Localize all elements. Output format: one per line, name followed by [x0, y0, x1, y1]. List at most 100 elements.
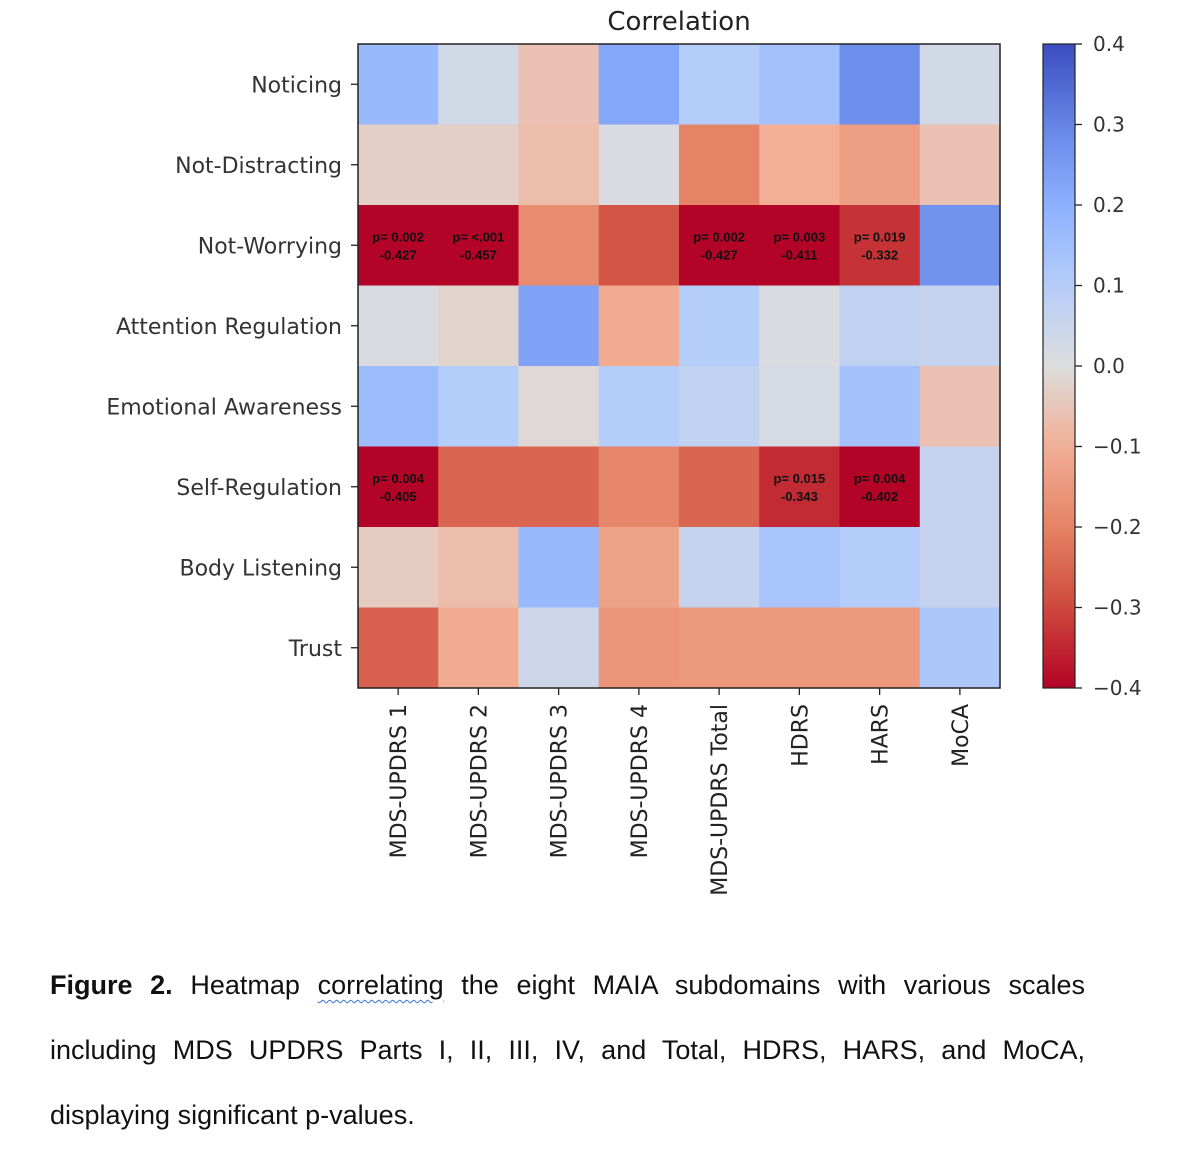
heatmap-cell [919, 205, 1001, 286]
y-tick-label: Body Listening [180, 556, 343, 581]
heatmap-cell [839, 205, 921, 286]
figure-caption-line-3: displaying significant p-values. [50, 1100, 415, 1130]
heatmap-cell [518, 446, 600, 528]
cell-correlation-value: -0.427 [380, 247, 417, 262]
cell-correlation-value: -0.343 [781, 489, 818, 504]
cell-correlation-value: -0.411 [781, 247, 817, 262]
heatmap-cell [759, 124, 840, 206]
heatmap-cell [358, 124, 439, 206]
heatmap-cell [679, 205, 760, 286]
y-tick-label: Noticing [251, 73, 342, 98]
heatmap-cell [759, 366, 840, 447]
colorbar-tick-label: 0.3 [1093, 113, 1125, 137]
heatmap-cell [358, 366, 439, 447]
y-tick-label: Emotional Awareness [106, 395, 342, 420]
cell-p-value: p= 0.015 [774, 471, 826, 486]
colorbar-tick-label: −0.2 [1093, 515, 1142, 539]
heatmap-cell [518, 607, 600, 689]
heatmap-cell [598, 446, 680, 528]
heatmap-cell [518, 527, 600, 608]
plot-frame [357, 43, 1001, 689]
heatmap-cell [839, 44, 921, 125]
heatmap-cell [679, 366, 760, 447]
x-tick-label: MoCA [949, 704, 974, 767]
heatmap-figure: Correlation p= 0.002 -0.427 p= <.001 -0.457… [106, 7, 1142, 896]
cell-correlation-value: -0.405 [380, 489, 417, 504]
spellcheck-flagged-word[interactable]: correlating [317, 970, 444, 1000]
heatmap-cell [919, 366, 1001, 447]
heatmap-cell [518, 366, 600, 447]
x-axis-ticks: MDS-UPDRS 1 MDS-UPDRS 2 MDS-UPDRS 3 MDS-UPD… [387, 688, 974, 896]
heatmap-cell [679, 446, 760, 528]
colorbar-tick-label: 0.0 [1093, 354, 1125, 378]
cell-p-value: p= 0.002 [372, 229, 424, 244]
heatmap-cell [358, 44, 439, 125]
heatmap-cell [598, 607, 680, 689]
colorbar-tick-label: 0.4 [1093, 32, 1125, 56]
heatmap-cell [438, 124, 519, 206]
heatmap-cell [438, 44, 519, 125]
x-tick-label: MDS-UPDRS 4 [628, 704, 653, 858]
cell-correlation-value: -0.402 [861, 489, 898, 504]
heatmap-cell [358, 527, 439, 608]
cell-p-value: p= 0.004 [372, 471, 424, 486]
heatmap-cell [358, 205, 439, 286]
heatmap-cell [438, 607, 519, 689]
y-axis-ticks: Noticing Not-Distracting Not-Worrying Atten… [106, 73, 358, 662]
caption-text-a: Heatmap [190, 970, 300, 1000]
heatmap-cell [919, 527, 1001, 608]
heatmap-cell [759, 285, 840, 367]
heatmap-cell [839, 124, 921, 206]
heatmap-cell [438, 527, 519, 608]
y-tick-label: Self-Regulation [176, 476, 342, 501]
heatmap-cell [679, 124, 760, 206]
colorbar-tick-label: −0.3 [1093, 596, 1142, 620]
y-tick-label: Not-Worrying [198, 234, 342, 259]
heatmap-cell [598, 124, 680, 206]
x-tick-label: HARS [869, 704, 894, 765]
heatmap-cell [839, 285, 921, 367]
heatmap-cell [839, 527, 921, 608]
heatmap-cell [518, 205, 600, 286]
heatmap-cell [759, 527, 840, 608]
heatmap-cell [919, 285, 1001, 367]
heatmap-cell [438, 446, 519, 528]
heatmap-cell [598, 527, 680, 608]
caption-text-b: the eight MAIA subdomains with various s… [461, 970, 1085, 1000]
heatmap-cell [759, 205, 840, 286]
y-tick-label: Trust [288, 637, 343, 662]
y-tick-label: Attention Regulation [116, 315, 342, 340]
cell-correlation-value: -0.332 [861, 247, 898, 262]
heatmap-cell [518, 285, 600, 367]
heatmap-cell [598, 44, 680, 125]
heatmap-cell [679, 607, 760, 689]
colorbar-ticks: 0.4 0.3 0.2 0.1 0.0 −0.1 −0.2 −0.3 −0.4 [1075, 32, 1142, 700]
heatmap-cell [438, 205, 519, 286]
heatmap-cell [438, 366, 519, 447]
cell-correlation-value: -0.457 [460, 247, 497, 262]
heatmap-cell [759, 44, 840, 125]
heatmap-cell [358, 285, 439, 367]
figure-caption-line-2: including MDS UPDRS Parts I, II, III, IV… [50, 1035, 1085, 1065]
heatmap-annotations: p= 0.002 -0.427 p= <.001 -0.457 p= 0.002 -0.4… [372, 229, 906, 504]
colorbar-tick-label: −0.1 [1093, 435, 1142, 459]
x-tick-label: MDS-UPDRS 1 [387, 704, 412, 858]
heatmap-cell [919, 44, 1001, 125]
y-tick-label: Not-Distracting [175, 154, 342, 179]
heatmap-cell [759, 607, 840, 689]
cell-correlation-value: -0.427 [701, 247, 738, 262]
heatmap-cell [679, 44, 760, 125]
heatmap-cell [839, 366, 921, 447]
cell-p-value: p= <.001 [452, 229, 504, 244]
heatmap-cell [919, 446, 1001, 528]
x-tick-label: HDRS [788, 704, 813, 767]
colorbar-tick-label: −0.4 [1093, 676, 1142, 700]
heatmap-cell [919, 607, 1001, 689]
heatmap-cell [839, 446, 921, 528]
heatmap-cell [518, 44, 600, 125]
colorbar-tick-label: 0.2 [1093, 193, 1125, 217]
heatmap-cell [518, 124, 600, 206]
colorbar [1042, 43, 1076, 689]
x-tick-label: MDS-UPDRS 2 [467, 704, 492, 858]
heatmap-cell [839, 607, 921, 689]
